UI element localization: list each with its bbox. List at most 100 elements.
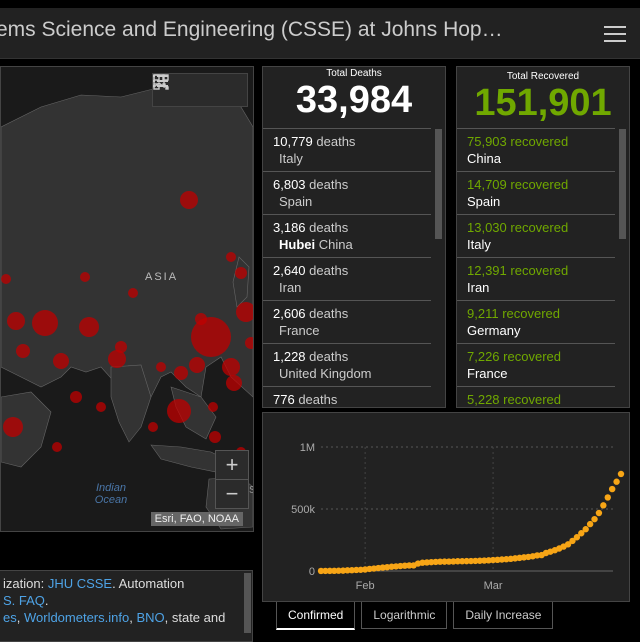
data-point[interactable] — [322, 567, 329, 575]
x-tick-label: Feb — [356, 580, 375, 592]
row-count-line: 6,803 deaths — [273, 176, 431, 193]
deaths-header: Total Deaths 33,984 — [263, 68, 445, 121]
list-item[interactable]: 6,803 deaths Spain — [263, 171, 431, 214]
menu-icon[interactable] — [604, 26, 626, 42]
map-label-edge: S — [249, 485, 253, 496]
row-place: China — [467, 151, 501, 166]
row-count: 5,228 — [467, 392, 500, 407]
data-point[interactable] — [617, 470, 625, 478]
legend-list-icon[interactable] — [153, 75, 211, 101]
list-item[interactable]: 2,640 deaths Iran — [263, 257, 431, 300]
row-suffix: deaths — [309, 306, 349, 321]
case-bubble — [1, 274, 11, 284]
row-suffix: deaths — [316, 134, 356, 149]
row-place: Italy — [467, 237, 491, 252]
list-item[interactable]: 12,391 recovered Iran — [457, 257, 615, 300]
map-view[interactable]: ASIA Indian Ocean S + − Esri, FAO, NOAA — [0, 66, 254, 532]
case-bubble — [3, 417, 23, 437]
list-item[interactable]: 75,903 recovered China — [457, 128, 615, 171]
app-header: ems Science and Engineering (CSSE) at Jo… — [0, 8, 640, 59]
row-suffix: recovered — [503, 392, 561, 407]
total-deaths-panel: Total Deaths 33,984 10,779 deaths Italy 6,… — [262, 66, 446, 408]
info-text: , — [129, 610, 137, 625]
row-place-line: Italy — [273, 150, 431, 167]
data-point[interactable] — [595, 509, 603, 517]
case-bubble — [191, 317, 231, 357]
data-point[interactable] — [564, 541, 572, 548]
row-count: 75,903 — [467, 134, 507, 149]
row-count: 2,640 — [273, 263, 306, 278]
data-point[interactable] — [573, 534, 581, 541]
list-item[interactable]: 9,211 recovered Germany — [457, 300, 615, 343]
row-count-line: 2,606 deaths — [273, 305, 431, 322]
row-count-line: 75,903 recovered — [467, 133, 615, 150]
data-point[interactable] — [441, 558, 448, 565]
data-point[interactable] — [582, 526, 589, 533]
row-count-line: 3,186 deaths — [273, 219, 431, 236]
data-point[interactable] — [608, 485, 616, 493]
row-count: 13,030 — [467, 220, 507, 235]
row-suffix: deaths — [309, 349, 349, 364]
data-point[interactable] — [604, 494, 611, 501]
row-place-line: Iran — [273, 279, 431, 296]
case-bubble — [148, 422, 158, 432]
row-place-line: China — [467, 150, 615, 167]
zoom-out-button[interactable]: − — [225, 481, 239, 506]
list-item[interactable]: 10,779 deaths Italy — [263, 128, 431, 171]
row-count-line: 9,211 recovered — [467, 305, 615, 322]
list-item[interactable]: 14,709 recovered Spain — [457, 171, 615, 214]
tab-daily-increase[interactable]: Daily Increase — [453, 602, 554, 629]
list-item[interactable]: 2,606 deaths France — [263, 300, 431, 343]
deaths-total: 33,984 — [295, 79, 413, 121]
row-suffix: recovered — [503, 349, 561, 364]
row-suffix: deaths — [298, 392, 338, 407]
data-point[interactable] — [406, 562, 413, 569]
link-sources[interactable]: es — [3, 610, 17, 625]
tab-confirmed[interactable]: Confirmed — [276, 602, 356, 630]
row-count-line: 776 deaths — [273, 391, 431, 407]
data-point[interactable] — [613, 478, 620, 485]
link-bno[interactable]: BNO — [136, 610, 165, 625]
row-place-line: France — [467, 365, 615, 382]
case-bubble — [80, 272, 90, 282]
tab-logarithmic[interactable]: Logarithmic — [361, 602, 448, 629]
row-place: Iran — [279, 280, 302, 295]
data-point[interactable] — [578, 530, 585, 537]
deaths-scrollbar[interactable] — [435, 129, 442, 239]
row-suffix: recovered — [510, 177, 569, 192]
data-point[interactable] — [436, 558, 444, 565]
info-scrollbar[interactable] — [244, 573, 251, 633]
recovered-list[interactable]: 75,903 recovered China 14,709 recovered Spa… — [457, 128, 615, 407]
row-place-line: France — [273, 322, 431, 339]
list-item[interactable]: 1,228 deaths United Kingdom — [263, 343, 431, 386]
x-tick-label: Mar — [484, 580, 503, 592]
row-count: 14,709 — [467, 177, 507, 192]
data-point[interactable] — [569, 537, 576, 545]
case-bubble — [222, 358, 240, 376]
link-jhu-csse[interactable]: JHU CSSE — [47, 576, 113, 591]
link-faq[interactable]: S. FAQ — [3, 593, 45, 608]
data-point[interactable] — [586, 520, 594, 528]
case-bubble — [32, 310, 58, 336]
list-item[interactable]: 776 deaths — [263, 386, 431, 407]
recovered-scrollbar[interactable] — [619, 129, 626, 239]
list-item[interactable]: 5,228 recovered — [457, 386, 615, 407]
data-point[interactable] — [454, 558, 461, 565]
info-line-1: ization: JHU CSSE. Automation — [3, 575, 184, 592]
link-worldometers[interactable]: Worldometers.info — [23, 610, 130, 625]
data-point[interactable] — [326, 567, 334, 575]
list-item[interactable]: 7,226 recovered France — [457, 343, 615, 386]
data-point[interactable] — [591, 515, 598, 523]
zoom-in-button[interactable]: + — [216, 451, 248, 480]
info-text: . Automation — [112, 576, 185, 591]
case-bubble — [96, 402, 106, 412]
info-line-3: es, Worldometers.info, BNO, state and — [3, 609, 225, 626]
list-item[interactable]: 3,186 deaths Hubei China — [263, 214, 431, 257]
row-suffix: deaths — [309, 263, 349, 278]
data-point[interactable] — [317, 567, 325, 575]
qr-code-icon[interactable] — [153, 74, 242, 101]
data-point[interactable] — [600, 502, 607, 509]
row-count: 9,211 — [467, 306, 499, 321]
list-item[interactable]: 13,030 recovered Italy — [457, 214, 615, 257]
deaths-list[interactable]: 10,779 deaths Italy 6,803 deaths Spain 3,186… — [263, 128, 431, 407]
